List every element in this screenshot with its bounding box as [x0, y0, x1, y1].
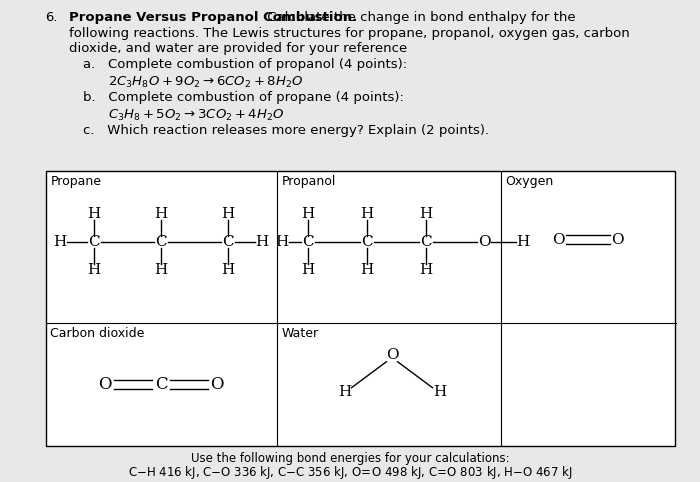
- Text: H: H: [338, 385, 351, 399]
- Text: H: H: [360, 263, 373, 277]
- Text: O: O: [611, 233, 624, 247]
- Text: H: H: [419, 263, 432, 277]
- Text: $2C_3H_8O + 9O_2 \rightarrow 6CO_2 + 8H_2O$: $2C_3H_8O + 9O_2 \rightarrow 6CO_2 + 8H_…: [108, 75, 304, 90]
- Text: b.   Complete combustion of propane (4 points):: b. Complete combustion of propane (4 poi…: [83, 91, 403, 104]
- Text: Oxygen: Oxygen: [505, 175, 554, 188]
- Text: O: O: [98, 376, 112, 393]
- Text: H: H: [54, 235, 66, 249]
- Text: Use the following bond energies for your calculations:: Use the following bond energies for your…: [190, 452, 510, 465]
- Text: H: H: [88, 207, 100, 221]
- Text: C: C: [155, 376, 167, 393]
- Text: C: C: [361, 235, 372, 249]
- Text: Carbon dioxide: Carbon dioxide: [50, 327, 145, 340]
- Text: H: H: [256, 235, 268, 249]
- Text: H: H: [302, 207, 314, 221]
- Text: Water: Water: [281, 327, 318, 340]
- Text: H: H: [155, 263, 167, 277]
- Text: dioxide, and water are provided for your reference: dioxide, and water are provided for your…: [69, 42, 407, 55]
- Text: Propanol: Propanol: [281, 175, 336, 188]
- Text: C: C: [155, 235, 167, 249]
- Text: a.   Complete combustion of propanol (4 points):: a. Complete combustion of propanol (4 po…: [83, 58, 407, 71]
- Text: H: H: [88, 263, 100, 277]
- Text: H: H: [302, 263, 314, 277]
- Text: H: H: [222, 207, 235, 221]
- Text: C: C: [88, 235, 99, 249]
- Text: 6.: 6.: [46, 11, 58, 24]
- Text: $C_3H_8 + 5O_2 \rightarrow 3CO_2 + 4H_2O$: $C_3H_8 + 5O_2 \rightarrow 3CO_2 + 4H_2O…: [108, 107, 285, 122]
- Text: O: O: [552, 233, 565, 247]
- Text: O: O: [386, 348, 398, 362]
- Text: H: H: [360, 207, 373, 221]
- Text: O: O: [210, 376, 224, 393]
- Text: Propane: Propane: [50, 175, 102, 188]
- Text: H: H: [222, 263, 235, 277]
- Text: C: C: [420, 235, 431, 249]
- Text: H: H: [433, 385, 446, 399]
- Text: H: H: [155, 207, 167, 221]
- Text: Calculate the change in bond enthalpy for the: Calculate the change in bond enthalpy fo…: [263, 11, 576, 24]
- Text: c.   Which reaction releases more energy? Explain (2 points).: c. Which reaction releases more energy? …: [83, 124, 489, 137]
- Text: H: H: [516, 235, 529, 249]
- Text: O: O: [478, 235, 491, 249]
- Text: H: H: [419, 207, 432, 221]
- Bar: [46, 171, 675, 446]
- Text: C$-$H 416 kJ, C$-$O 336 kJ, C$-$C 356 kJ, O$\!=\!$O 498 kJ, C$\!=\!$O 803 kJ, H$: C$-$H 416 kJ, C$-$O 336 kJ, C$-$C 356 kJ…: [127, 464, 573, 481]
- Text: Propane Versus Propanol Combustion.: Propane Versus Propanol Combustion.: [69, 11, 357, 24]
- Text: H: H: [275, 235, 288, 249]
- Text: C: C: [302, 235, 314, 249]
- Text: C: C: [223, 235, 234, 249]
- Text: following reactions. The Lewis structures for propane, propanol, oxygen gas, car: following reactions. The Lewis structure…: [69, 27, 629, 40]
